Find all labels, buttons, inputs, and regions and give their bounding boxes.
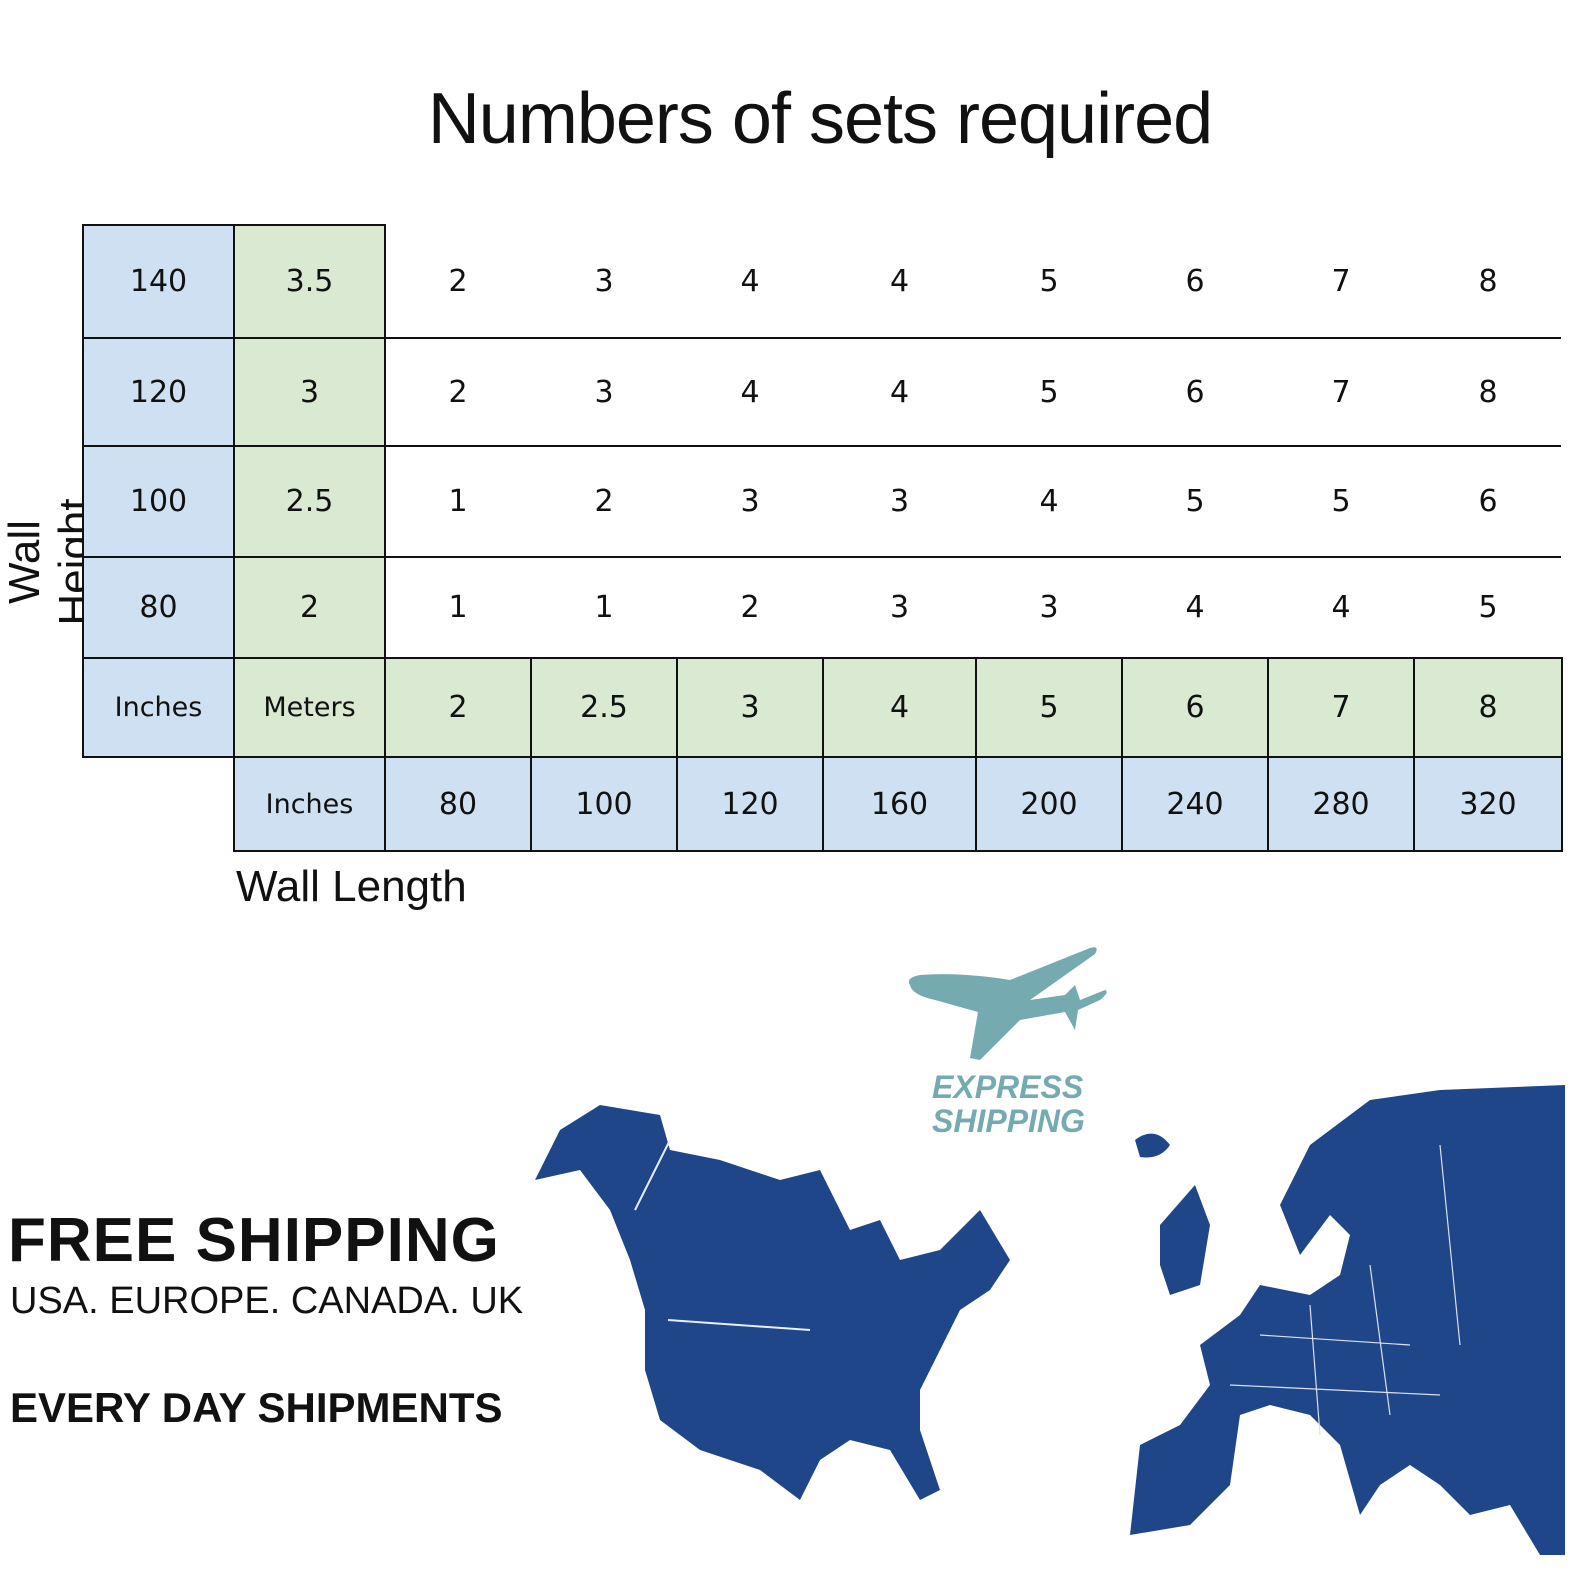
sets-cell: 2 <box>740 590 760 625</box>
row-divider <box>384 445 1561 447</box>
sets-cell: 4 <box>740 374 760 410</box>
north-america-map <box>535 1105 1010 1500</box>
airplane-icon <box>908 947 1107 1060</box>
length-inches-cell: 320 <box>1413 756 1563 852</box>
length-inches-cell: 160 <box>822 756 977 852</box>
sets-cell: 4 <box>889 374 910 410</box>
sets-cell: 6 <box>1185 264 1205 299</box>
sets-cell: 3 <box>889 484 910 519</box>
sets-cell: 4 <box>1039 484 1059 519</box>
length-inches-unit-cell: Inches <box>233 756 386 852</box>
length-inches-cell: 240 <box>1121 756 1269 852</box>
sets-cell: 3 <box>594 374 614 410</box>
sets-cell: 2 <box>448 374 468 410</box>
sets-cell: 8 <box>1478 374 1498 410</box>
height-meters-cell: 2.5 <box>233 445 386 558</box>
shipping-regions: USA. EUROPE. CANADA. UK <box>10 1280 524 1322</box>
sets-cell: 4 <box>889 264 910 299</box>
sets-cell: 4 <box>740 264 760 299</box>
length-meters-cell: 3 <box>676 657 824 758</box>
sets-cell: 7 <box>1331 264 1351 299</box>
sets-cell: 3 <box>740 484 760 519</box>
height-meters-cell: 3.5 <box>233 224 386 339</box>
meters-unit-cell: Meters <box>233 657 386 758</box>
sets-cell: 3 <box>889 590 910 625</box>
express-line1: EXPRESS <box>932 1069 1084 1105</box>
height-meters-cell: 3 <box>233 337 386 447</box>
sets-cell: 1 <box>594 590 614 625</box>
height-meters-cell: 2 <box>233 556 386 659</box>
sets-cell: 5 <box>1039 264 1059 299</box>
length-inches-cell: 100 <box>530 756 678 852</box>
express-line2: SHIPPING <box>932 1103 1085 1139</box>
sets-cell: 1 <box>448 484 468 519</box>
height-inches-cell: 80 <box>82 556 235 659</box>
height-inches-cell: 140 <box>82 224 235 339</box>
sets-cell: 5 <box>1331 484 1351 519</box>
height-inches-cell: 100 <box>82 445 235 558</box>
sets-cell: 1 <box>448 590 468 625</box>
sets-cell: 4 <box>1331 590 1351 625</box>
page-title: Numbers of sets required <box>427 79 1213 159</box>
inches-unit-cell: Inches <box>82 657 235 758</box>
row-divider <box>384 556 1561 558</box>
sets-cell: 5 <box>1185 484 1205 519</box>
sets-cell: 3 <box>1039 590 1059 625</box>
length-inches-cell: 280 <box>1267 756 1415 852</box>
length-meters-cell: 7 <box>1267 657 1415 758</box>
free-shipping-heading: FREE SHIPPING <box>8 1206 500 1275</box>
length-inches-cell: 200 <box>975 756 1123 852</box>
length-meters-cell: 6 <box>1121 657 1269 758</box>
sets-cell: 5 <box>1478 590 1498 625</box>
sets-cell: 3 <box>594 264 614 299</box>
length-meters-cell: 8 <box>1413 657 1563 758</box>
sets-cell: 7 <box>1331 374 1351 410</box>
wall-length-label: Wall Length <box>236 862 467 911</box>
europe-map <box>1130 1085 1565 1555</box>
sets-cell: 2 <box>594 484 614 519</box>
sets-cell: 6 <box>1185 374 1205 410</box>
sets-cell: 6 <box>1478 484 1498 519</box>
length-meters-cell: 4 <box>822 657 977 758</box>
length-meters-cell: 2.5 <box>530 657 678 758</box>
sets-cell: 5 <box>1039 374 1059 410</box>
sets-cell: 8 <box>1478 264 1498 299</box>
length-meters-cell: 2 <box>384 657 532 758</box>
length-inches-cell: 120 <box>676 756 824 852</box>
height-inches-cell: 120 <box>82 337 235 447</box>
express-shipping-text: EXPRESS SHIPPING <box>932 1070 1085 1138</box>
sets-cell: 4 <box>1185 590 1205 625</box>
every-day-shipments: EVERY DAY SHIPMENTS <box>10 1384 503 1431</box>
length-inches-cell: 80 <box>384 756 532 852</box>
row-divider <box>384 337 1561 339</box>
sets-cell: 2 <box>448 264 468 299</box>
length-meters-cell: 5 <box>975 657 1123 758</box>
